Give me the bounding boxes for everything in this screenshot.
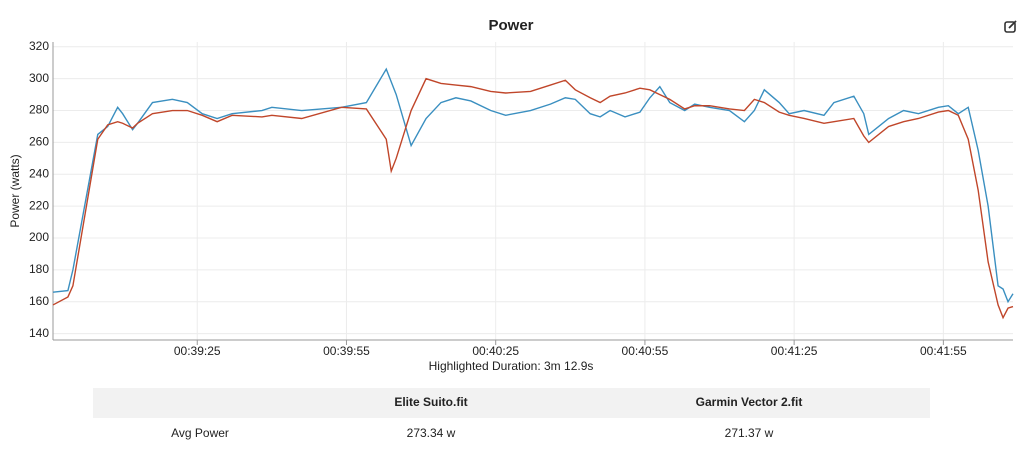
y-tick-label: 180 (29, 262, 49, 276)
table-header-bg (93, 388, 930, 418)
y-tick-label: 300 (29, 71, 49, 85)
y-tick-label: 320 (29, 39, 49, 53)
table-cell: 273.34 w (407, 426, 456, 440)
y-tick-label: 140 (29, 326, 49, 340)
export-icon[interactable] (1004, 20, 1017, 33)
y-tick-label: 280 (29, 103, 49, 117)
x-tick-label: 00:41:55 (920, 344, 967, 358)
y-tick-label: 240 (29, 166, 49, 180)
series-line (52, 77, 1014, 320)
x-tick-label: 00:41:25 (771, 344, 818, 358)
table-header: Elite Suito.fit (394, 395, 467, 409)
y-tick-label: 160 (29, 294, 49, 308)
x-tick-label: 00:39:55 (323, 344, 370, 358)
table-cell: 271.37 w (725, 426, 774, 440)
table-cell: Avg Power (171, 426, 229, 440)
y-tick-label: 200 (29, 230, 49, 244)
annotation: Highlighted Duration: 3m 12.9s (429, 359, 594, 373)
y-tick-label: 220 (29, 198, 49, 212)
y-tick-label: 260 (29, 135, 49, 149)
y-axis-label: Power (watts) (8, 154, 22, 227)
chart-title: Power (488, 17, 533, 34)
x-tick-label: 00:39:25 (174, 344, 221, 358)
x-tick-label: 00:40:25 (472, 344, 519, 358)
table-header: Garmin Vector 2.fit (696, 395, 803, 409)
x-tick-label: 00:40:55 (622, 344, 669, 358)
series-line (52, 67, 1014, 304)
